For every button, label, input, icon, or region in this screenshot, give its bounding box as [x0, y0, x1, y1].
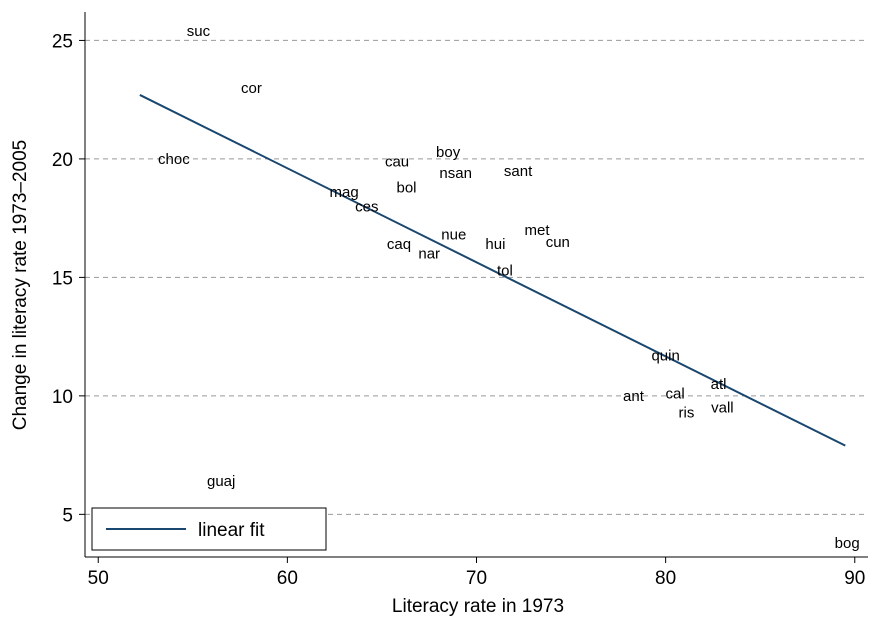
point-label-met: met — [525, 222, 551, 239]
x-tick-label-70: 70 — [466, 568, 487, 589]
point-label-choc: choc — [158, 151, 190, 168]
point-label-ris: ris — [679, 404, 695, 421]
legend: linear fit — [91, 507, 327, 551]
point-label-cal: cal — [665, 386, 684, 403]
point-label-bog: bog — [835, 535, 860, 552]
point-label-nsan: nsan — [439, 165, 472, 182]
x-tick-label-80: 80 — [655, 568, 676, 589]
point-label-sant: sant — [504, 163, 533, 180]
point-label-nar: nar — [418, 246, 440, 263]
y-tick-label-5: 5 — [62, 505, 73, 526]
point-label-tol: tol — [497, 262, 513, 279]
x-tick-label-90: 90 — [844, 568, 865, 589]
x-tick-label-60: 60 — [277, 568, 298, 589]
point-label-guaj: guaj — [207, 473, 235, 490]
point-label-bol: bol — [397, 179, 417, 196]
y-tick-label-20: 20 — [52, 150, 73, 171]
point-label-hui: hui — [485, 236, 505, 253]
point-label-quin: quin — [651, 348, 679, 365]
point-label-ant: ant — [623, 388, 645, 405]
y-tick-label-25: 25 — [52, 31, 73, 52]
point-label-cun: cun — [546, 234, 570, 251]
y-tick-label-10: 10 — [52, 387, 73, 408]
point-label-caq: caq — [387, 236, 411, 253]
linear-fit-line — [139, 94, 846, 447]
x-tick-label-50: 50 — [88, 568, 109, 589]
fit-line-group — [139, 94, 846, 447]
point-label-cau: cau — [385, 153, 409, 170]
y-tick-label-15: 15 — [52, 268, 73, 289]
point-label-vall: vall — [711, 400, 734, 417]
point-label-mag: mag — [330, 184, 359, 201]
axes: 5 10 15 20 25 50 60 70 80 90 — [52, 12, 868, 589]
point-label-ces: ces — [355, 198, 378, 215]
x-axis-title: Literacy rate in 1973 — [392, 596, 564, 617]
point-label-boy: boy — [436, 144, 461, 161]
y-axis-title: Change in literacy rate 1973–2005 — [10, 140, 31, 430]
point-label-atl: atl — [711, 376, 727, 393]
point-label-suc: suc — [187, 23, 211, 40]
legend-label-linear-fit: linear fit — [198, 520, 265, 541]
point-label-cor: cor — [241, 80, 262, 97]
point-label-nue: nue — [441, 227, 466, 244]
gridlines — [85, 39, 868, 515]
